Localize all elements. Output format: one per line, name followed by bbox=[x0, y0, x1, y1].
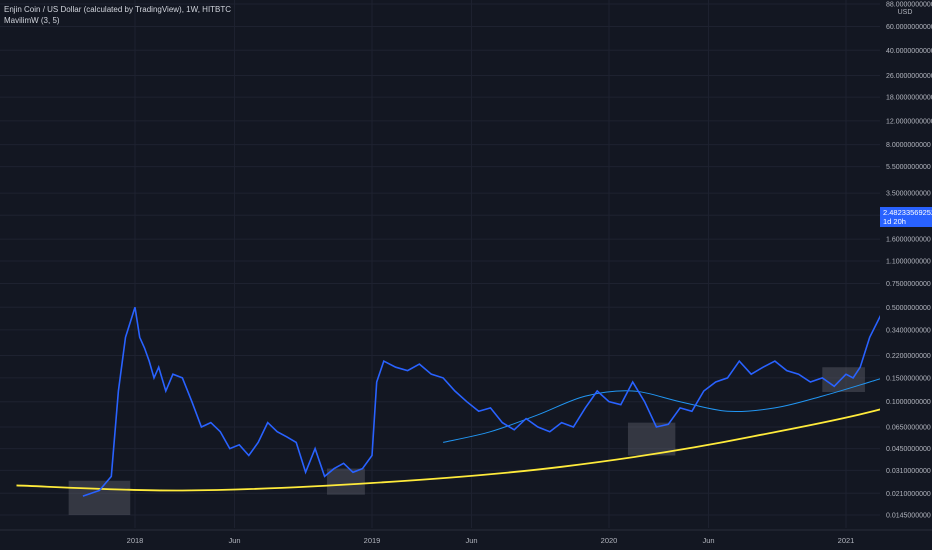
time-tick-label: 2021 bbox=[838, 536, 855, 545]
price-tick-label: 0.2200000000 bbox=[886, 353, 931, 360]
price-tick-label: 40.0000000000 bbox=[886, 48, 932, 55]
price-tick-label: 88.0000000000 bbox=[886, 2, 932, 9]
trend-curve bbox=[16, 393, 932, 492]
price-tick-label: 0.0650000000 bbox=[886, 424, 931, 431]
chart-legend: Enjin Coin / US Dollar (calculated by Tr… bbox=[4, 4, 231, 26]
time-tick-label: 2020 bbox=[601, 536, 618, 545]
time-tick-label: Jun bbox=[702, 536, 714, 545]
price-tick-label: 5.5000000000 bbox=[886, 164, 931, 171]
price-axis-bg bbox=[880, 0, 932, 550]
price-tick-label: 60.0000000000 bbox=[886, 24, 932, 31]
symbol-title[interactable]: Enjin Coin / US Dollar (calculated by Tr… bbox=[4, 5, 232, 14]
price-tick-label: 0.1500000000 bbox=[886, 375, 931, 382]
price-tick-label: 3.5000000000 bbox=[886, 191, 931, 198]
time-tick-label: Jun bbox=[465, 536, 477, 545]
time-tick-label: Jun bbox=[228, 536, 240, 545]
indicator-label[interactable]: MavilimW (3, 5) bbox=[4, 16, 60, 25]
price-tick-label: 18.0000000000 bbox=[886, 95, 932, 102]
time-tick-label: 2018 bbox=[127, 536, 144, 545]
price-tick-label: 26.0000000000 bbox=[886, 73, 932, 80]
current-price-tag: 2.48233569252 1d 20h bbox=[880, 207, 932, 228]
mavilim-line bbox=[442, 362, 932, 443]
price-tick-label: 0.0210000000 bbox=[886, 491, 931, 498]
price-tick-label: 0.0450000000 bbox=[886, 446, 931, 453]
price-tick-label: 0.0145000000 bbox=[886, 513, 931, 520]
price-tick-label: 0.5000000000 bbox=[886, 305, 931, 312]
current-price: 2.48233569252 bbox=[883, 208, 932, 218]
highlight-box bbox=[68, 480, 131, 515]
highlight-box bbox=[627, 422, 676, 456]
unit-label: USD bbox=[898, 9, 913, 16]
time-axis[interactable]: 2018Jun2019Jun2020Jun2021Jun2022Jun2023J… bbox=[0, 529, 932, 545]
price-tick-label: 1.6000000000 bbox=[886, 237, 931, 244]
price-tick-label: 0.3400000000 bbox=[886, 327, 931, 334]
bar-countdown: 1d 20h bbox=[883, 217, 906, 227]
price-tick-label: 12.0000000000 bbox=[886, 118, 932, 125]
price-tick-label: 0.1000000000 bbox=[886, 399, 931, 406]
price-tick-label: 1.1000000000 bbox=[886, 259, 931, 266]
chart-grid bbox=[0, 0, 880, 528]
highlight-box bbox=[326, 468, 365, 495]
time-tick-label: 2019 bbox=[364, 536, 381, 545]
price-tick-label: 0.0310000000 bbox=[886, 468, 931, 475]
price-tick-label: 0.7500000000 bbox=[886, 281, 931, 288]
price-tick-label: 8.0000000000 bbox=[886, 142, 931, 149]
